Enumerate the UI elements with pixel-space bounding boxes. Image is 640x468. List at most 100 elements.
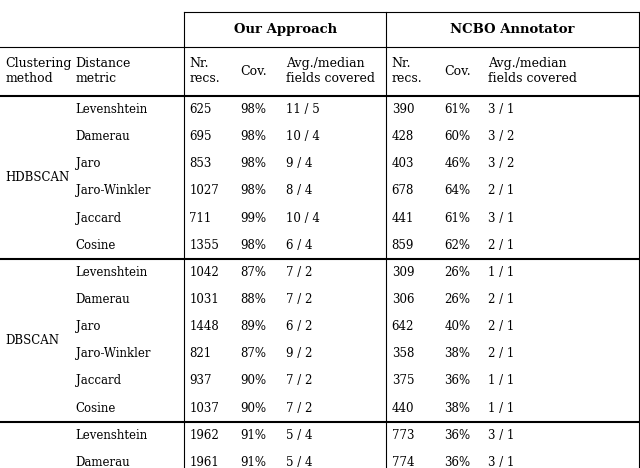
Text: 440: 440 (392, 402, 414, 415)
Text: 1 / 1: 1 / 1 (488, 374, 514, 388)
Text: Cosine: Cosine (76, 239, 116, 252)
Text: Jaro-Winkler: Jaro-Winkler (76, 184, 150, 197)
Text: 26%: 26% (444, 266, 470, 279)
Text: 3 / 1: 3 / 1 (488, 429, 514, 442)
Text: 1031: 1031 (189, 293, 219, 306)
Text: 7 / 2: 7 / 2 (286, 266, 312, 279)
Text: 3 / 2: 3 / 2 (488, 157, 514, 170)
Text: 2 / 1: 2 / 1 (488, 239, 514, 252)
Text: Damerau: Damerau (76, 456, 130, 468)
Text: 60%: 60% (444, 130, 470, 143)
Text: Levenshtein: Levenshtein (76, 103, 148, 116)
Text: Levenshtein: Levenshtein (76, 429, 148, 442)
Text: 2 / 1: 2 / 1 (488, 184, 514, 197)
Text: Distance
metric: Distance metric (76, 58, 131, 85)
Text: Cov.: Cov. (444, 65, 471, 78)
Text: 98%: 98% (241, 184, 267, 197)
Text: 774: 774 (392, 456, 414, 468)
Text: 36%: 36% (444, 374, 470, 388)
Text: 9 / 4: 9 / 4 (286, 157, 312, 170)
Text: 1042: 1042 (189, 266, 219, 279)
Text: 1037: 1037 (189, 402, 220, 415)
Text: Our Approach: Our Approach (234, 23, 337, 36)
Text: 89%: 89% (241, 320, 267, 333)
Text: 10 / 4: 10 / 4 (286, 130, 320, 143)
Text: 1448: 1448 (189, 320, 219, 333)
Text: Nr.
recs.: Nr. recs. (392, 58, 422, 85)
Text: 7 / 2: 7 / 2 (286, 293, 312, 306)
Text: 36%: 36% (444, 429, 470, 442)
Text: 441: 441 (392, 212, 414, 225)
Text: 8 / 4: 8 / 4 (286, 184, 312, 197)
Text: 99%: 99% (241, 212, 267, 225)
Text: 309: 309 (392, 266, 414, 279)
Text: 937: 937 (189, 374, 212, 388)
Text: 46%: 46% (444, 157, 470, 170)
Text: 1961: 1961 (189, 456, 219, 468)
Text: 2 / 1: 2 / 1 (488, 320, 514, 333)
Text: 87%: 87% (241, 347, 267, 360)
Text: 642: 642 (392, 320, 414, 333)
Text: 7 / 2: 7 / 2 (286, 374, 312, 388)
Text: Avg./median
fields covered: Avg./median fields covered (286, 58, 375, 85)
Text: 98%: 98% (241, 103, 267, 116)
Text: Clustering
method: Clustering method (5, 58, 72, 85)
Text: 98%: 98% (241, 239, 267, 252)
Text: 625: 625 (189, 103, 212, 116)
Text: 64%: 64% (444, 184, 470, 197)
Text: 773: 773 (392, 429, 414, 442)
Text: 62%: 62% (444, 239, 470, 252)
Text: 90%: 90% (241, 374, 267, 388)
Text: 7 / 2: 7 / 2 (286, 402, 312, 415)
Text: 38%: 38% (444, 402, 470, 415)
Text: 90%: 90% (241, 402, 267, 415)
Text: 6 / 4: 6 / 4 (286, 239, 312, 252)
Text: 5 / 4: 5 / 4 (286, 429, 312, 442)
Text: 375: 375 (392, 374, 414, 388)
Text: 3 / 1: 3 / 1 (488, 456, 514, 468)
Text: 36%: 36% (444, 456, 470, 468)
Text: 2 / 1: 2 / 1 (488, 347, 514, 360)
Text: 3 / 1: 3 / 1 (488, 212, 514, 225)
Text: 821: 821 (189, 347, 212, 360)
Text: Jaccard: Jaccard (76, 212, 121, 225)
Text: 26%: 26% (444, 293, 470, 306)
Text: Damerau: Damerau (76, 130, 130, 143)
Text: 9 / 2: 9 / 2 (286, 347, 312, 360)
Text: 403: 403 (392, 157, 414, 170)
Text: Nr.
recs.: Nr. recs. (189, 58, 220, 85)
Text: 10 / 4: 10 / 4 (286, 212, 320, 225)
Text: 390: 390 (392, 103, 414, 116)
Text: 1027: 1027 (189, 184, 219, 197)
Text: Cosine: Cosine (76, 402, 116, 415)
Text: Cov.: Cov. (241, 65, 268, 78)
Text: 3 / 2: 3 / 2 (488, 130, 514, 143)
Text: 859: 859 (392, 239, 414, 252)
Text: Jaro: Jaro (76, 157, 100, 170)
Text: 87%: 87% (241, 266, 267, 279)
Text: 2 / 1: 2 / 1 (488, 293, 514, 306)
Text: 1 / 1: 1 / 1 (488, 402, 514, 415)
Text: DBSCAN: DBSCAN (5, 334, 59, 347)
Text: NCBO Annotator: NCBO Annotator (450, 23, 575, 36)
Text: 98%: 98% (241, 130, 267, 143)
Text: 91%: 91% (241, 429, 267, 442)
Text: 1 / 1: 1 / 1 (488, 266, 514, 279)
Text: 91%: 91% (241, 456, 267, 468)
Text: 678: 678 (392, 184, 414, 197)
Text: 61%: 61% (444, 103, 470, 116)
Text: Jaccard: Jaccard (76, 374, 121, 388)
Text: 306: 306 (392, 293, 414, 306)
Text: Avg./median
fields covered: Avg./median fields covered (488, 58, 577, 85)
Text: 711: 711 (189, 212, 212, 225)
Text: 853: 853 (189, 157, 212, 170)
Text: 1962: 1962 (189, 429, 219, 442)
Text: HDBSCAN: HDBSCAN (5, 171, 69, 184)
Text: Jaro-Winkler: Jaro-Winkler (76, 347, 150, 360)
Text: 88%: 88% (241, 293, 266, 306)
Text: Levenshtein: Levenshtein (76, 266, 148, 279)
Text: 428: 428 (392, 130, 414, 143)
Text: Damerau: Damerau (76, 293, 130, 306)
Text: Jaro: Jaro (76, 320, 100, 333)
Text: 11 / 5: 11 / 5 (286, 103, 320, 116)
